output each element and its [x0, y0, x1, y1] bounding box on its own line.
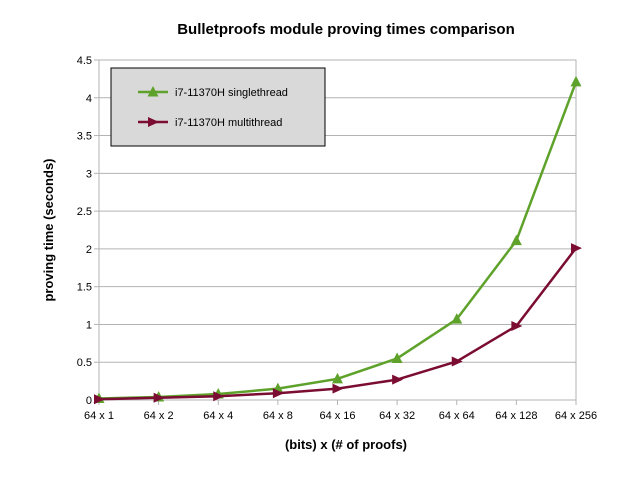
x-tick-label: 64 x 32	[379, 410, 415, 422]
y-tick-label: 0	[86, 395, 92, 407]
x-axis-ticks: 64 x 1 64 x 2 64 x 4 64 x 8 64 x 16 64 x 32 64…	[84, 400, 597, 422]
data-point	[570, 75, 582, 87]
x-tick-label: 64 x 128	[495, 410, 537, 422]
y-tick-label: 3	[86, 168, 92, 180]
data-point	[332, 383, 344, 394]
y-tick-label: 0.5	[77, 357, 92, 369]
legend-marker	[148, 117, 159, 127]
legend: i7-11370H singlethread i7-11370H multithr…	[110, 67, 326, 147]
y-tick-label: 1.5	[77, 282, 92, 294]
data-point	[332, 372, 343, 384]
data-point	[510, 234, 522, 246]
x-tick-label: 64 x 8	[263, 410, 293, 422]
legend-label: i7-11370H singlethread	[175, 87, 288, 99]
y-tick-label: 4	[86, 93, 92, 105]
y-tick-label: 2.5	[77, 206, 92, 218]
legend-item: i7-11370H singlethread	[138, 86, 288, 99]
series-2	[94, 243, 582, 405]
y-tick-label: 1	[86, 319, 92, 331]
legend-marker	[147, 86, 159, 97]
y-tick-label: 2	[86, 244, 92, 256]
data-point	[511, 320, 523, 331]
y-axis-ticks: 0 0.5 1 1.5 2 2.5 3 3.5 4 4.5	[77, 55, 99, 407]
data-point	[391, 352, 403, 363]
x-tick-label: 64 x 64	[439, 410, 475, 422]
x-tick-label: 64 x 256	[555, 410, 597, 422]
x-tick-label: 64 x 2	[144, 410, 174, 422]
x-tick-label: 64 x 16	[319, 410, 355, 422]
data-point	[571, 243, 582, 254]
x-tick-label: 64 x 1	[84, 410, 114, 422]
y-tick-label: 3.5	[77, 131, 92, 143]
data-point	[94, 394, 105, 405]
legend-item: i7-11370H multithread	[138, 117, 282, 129]
legend-label: i7-11370H multithread	[175, 117, 282, 129]
chart-title: Bulletproofs module proving times compar…	[177, 21, 515, 38]
series-layer	[93, 75, 582, 405]
data-point	[213, 391, 225, 402]
x-axis-label: (bits) x (# of proofs)	[285, 437, 407, 452]
data-point	[153, 392, 165, 403]
data-point	[451, 313, 463, 324]
data-point	[451, 356, 463, 367]
y-tick-label: 4.5	[77, 55, 92, 67]
y-axis-label: proving time (seconds)	[41, 158, 56, 301]
legend-items: i7-11370H singlethread i7-11370H multithr…	[138, 86, 288, 129]
x-tick-label: 64 x 4	[203, 410, 233, 422]
legend-box	[110, 67, 326, 147]
data-point	[272, 388, 284, 399]
data-point	[392, 374, 404, 385]
